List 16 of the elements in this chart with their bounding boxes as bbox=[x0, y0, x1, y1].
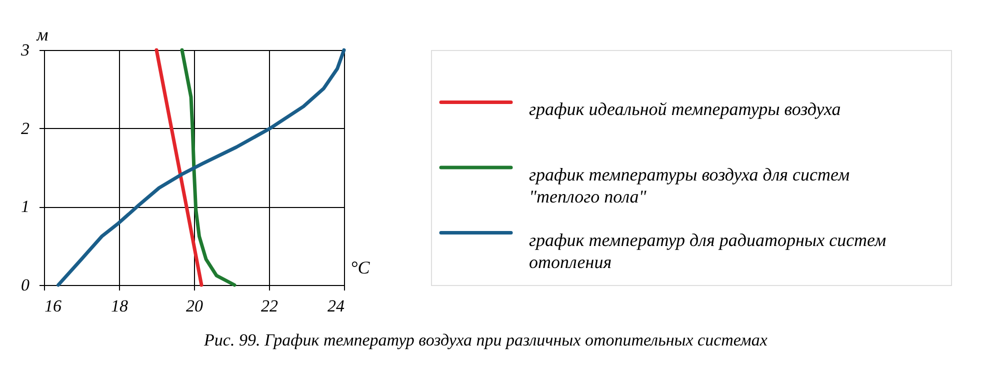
y-tick-label: 0 bbox=[21, 276, 30, 294]
y-tick-label: 3 bbox=[20, 40, 30, 60]
text: Рис. 99. График температур воздуха при различных отопительных системах bbox=[203, 330, 768, 350]
line-series bbox=[180, 48, 236, 287]
x-tick-label: 24 bbox=[328, 296, 345, 316]
x-tick-label: 20 bbox=[186, 296, 204, 316]
y-axis-title: м bbox=[36, 24, 49, 44]
x-tick-label: 22 bbox=[261, 296, 278, 316]
y-tick-label: 2 bbox=[21, 118, 30, 138]
y-tick-label: 1 bbox=[21, 197, 30, 216]
legend-label: график температуры воздуха для систем "теплого пола" bbox=[529, 164, 850, 206]
x-tick-label: 18 bbox=[111, 296, 128, 316]
legend-label: график температур для радиаторных систем отопления bbox=[529, 230, 887, 272]
x-tick-label: 16 bbox=[44, 296, 62, 316]
legend-label: график идеальной температуры воздуха bbox=[529, 99, 841, 120]
x-axis-title: °C bbox=[350, 258, 371, 278]
